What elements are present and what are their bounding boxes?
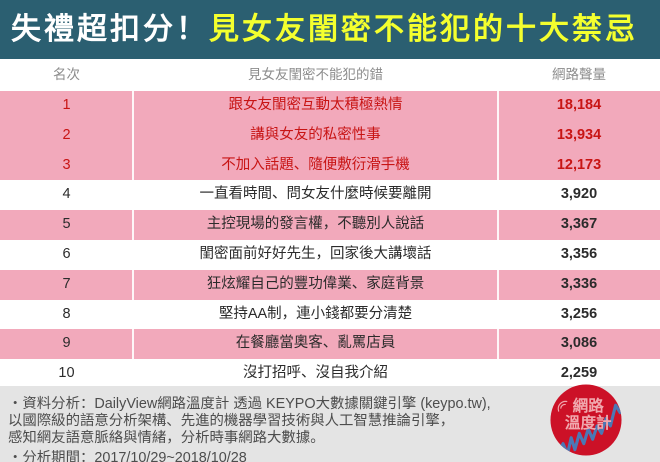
svg-text:溫度計: 溫度計: [565, 413, 612, 432]
svg-text:網路: 網路: [573, 396, 605, 415]
